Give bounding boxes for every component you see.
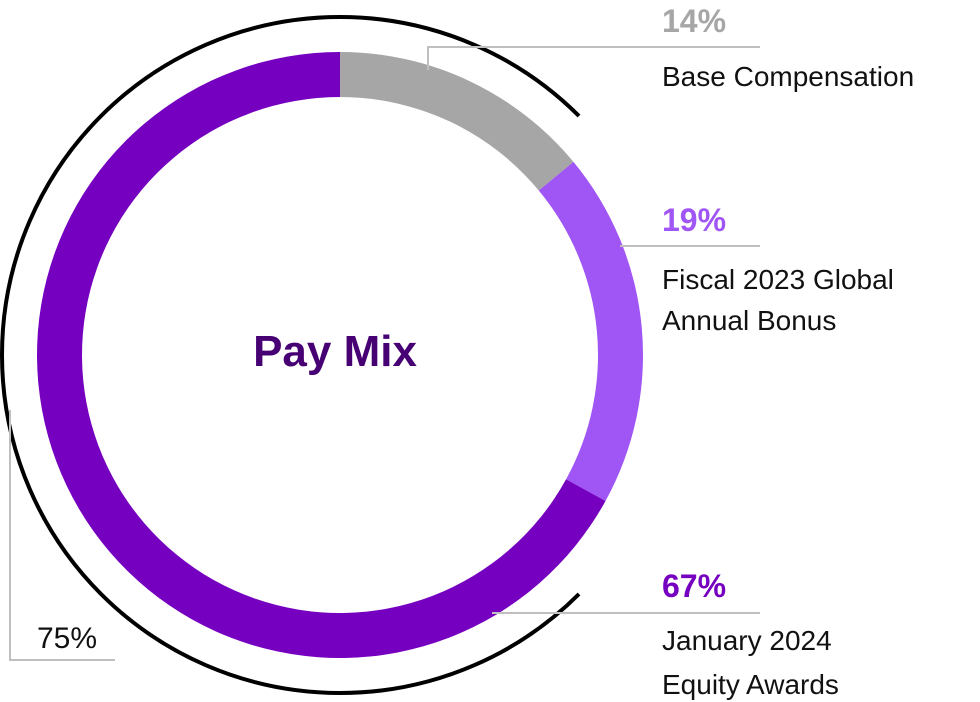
- total-leader-line: [9, 410, 115, 661]
- slice-category-label-1-line-1: Base Compensation: [662, 61, 914, 92]
- slice-category-label-2-line-1: Fiscal 2023 Global: [662, 264, 894, 295]
- donut-slices: [37, 52, 644, 659]
- total-bracket-arc: [0, 15, 581, 695]
- donut-slice-2: [538, 161, 644, 501]
- slice-category-label-3-line-2: Equity Awards: [662, 669, 839, 700]
- slice-leader-lines: [427, 46, 760, 614]
- slice-percent-label-2: 19%: [662, 202, 726, 238]
- chart-title: Pay Mix: [253, 327, 417, 376]
- slice-labels: 14% Base Compensation 19% Fiscal 2023 Globa…: [662, 3, 914, 700]
- leader-line-1: [427, 46, 760, 70]
- slice-category-label-2-line-2: Annual Bonus: [662, 305, 836, 336]
- donut-slice-1: [340, 52, 574, 191]
- slice-category-label-3-line-1: January 2024: [662, 625, 832, 656]
- slice-percent-label-1: 14%: [662, 3, 726, 39]
- slice-percent-label-3: 67%: [662, 568, 726, 604]
- total-percent-label: 75%: [37, 622, 97, 655]
